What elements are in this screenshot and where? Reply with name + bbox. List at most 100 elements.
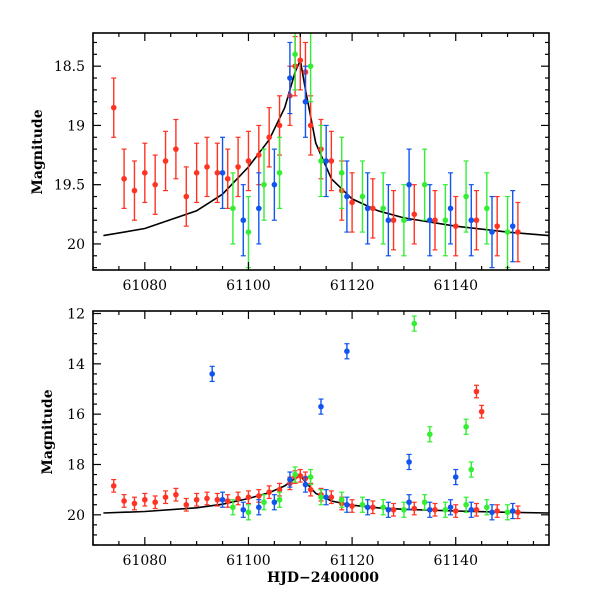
bottom-red-point (152, 499, 158, 506)
bottom-ytick-label: 16 (67, 407, 85, 423)
top-red-point (235, 164, 241, 170)
bottom-xtick-label: 61140 (433, 553, 478, 569)
bottom-green-point (468, 466, 475, 473)
top-blue-point (240, 217, 247, 224)
top-red-point (297, 57, 304, 64)
bottom-red-point (266, 489, 272, 495)
bottom-blue-point (489, 509, 495, 516)
top-blue-point (219, 170, 226, 176)
top-blue-point (302, 98, 309, 105)
top-red-point (224, 175, 231, 182)
top-green-point (484, 205, 490, 212)
bottom-blue-point (406, 499, 412, 506)
top-red-point (256, 152, 262, 158)
bottom-green-point (463, 501, 469, 508)
bottom-blue-point (323, 494, 329, 500)
top-red-point (411, 211, 418, 218)
top-blue-point (271, 181, 278, 188)
bottom-red-point (131, 500, 138, 507)
bottom-green-point (463, 423, 469, 430)
bottom-blue-point (318, 403, 324, 410)
bottom-ytick-label: 18 (67, 457, 85, 473)
bottom-red-point (214, 496, 221, 503)
top-series-green (230, 33, 511, 269)
top-series-blue (219, 41, 516, 269)
bottom-green-point (261, 499, 267, 506)
top-red-point (131, 187, 138, 194)
top-red-point (173, 146, 179, 152)
top-blue-point (287, 75, 293, 81)
top-ytick-label: 19.5 (54, 178, 85, 194)
bottom-green-point (338, 496, 345, 503)
bottom-red-point (121, 498, 127, 504)
top-red-point (432, 217, 438, 224)
bottom-red-point (515, 509, 521, 516)
bottom-red-point (276, 486, 283, 493)
top-blue-point (489, 229, 495, 235)
bottom-green-point (318, 494, 324, 500)
bottom-green-point (276, 496, 283, 503)
top-green-point (261, 181, 267, 188)
bottom-blue-point (452, 474, 459, 480)
top-blue-point (256, 205, 262, 212)
top-green-point (401, 217, 407, 224)
top-red-point (245, 158, 252, 164)
bottom-blue-point (344, 348, 350, 355)
top-ytick-label: 18.5 (54, 59, 85, 75)
top-red-point (473, 217, 480, 224)
top-plot-area (103, 33, 549, 269)
bottom-blue-point (219, 496, 226, 503)
top-red-point (183, 193, 190, 200)
bottom-red-point (390, 506, 397, 513)
bottom-blue-point (364, 504, 371, 511)
bottom-series-green (230, 315, 511, 521)
top-green-point (318, 158, 324, 164)
bottom-red-point (494, 508, 500, 514)
bottom-xtick-label: 61120 (330, 553, 375, 569)
top-red-point (121, 175, 127, 182)
bottom-red-point (183, 501, 190, 508)
top-blue-point (323, 158, 329, 164)
top-blue-point (385, 217, 392, 224)
top-green-point (504, 229, 511, 235)
top-blue-point (406, 181, 412, 188)
bottom-blue-point (240, 506, 247, 513)
bottom-blue-point (256, 504, 262, 511)
bottom-xtick-label: 61080 (123, 553, 168, 569)
top-red-point (390, 217, 397, 224)
top-red-point (276, 122, 283, 129)
bottom-green-point (359, 501, 366, 508)
bottom-red-point (297, 473, 304, 479)
bottom-red-point (173, 491, 179, 498)
top-green-point (359, 193, 366, 200)
bottom-red-point (370, 504, 376, 511)
bottom-green-point (427, 431, 433, 438)
bottom-series-blue (209, 343, 516, 521)
top-blue-point (364, 205, 371, 212)
top-red-point (452, 223, 459, 229)
bottom-green-point (245, 509, 252, 516)
bottom-ylabel: Magnitude (40, 389, 56, 474)
top-xtick-label: 61140 (433, 278, 478, 294)
top-green-point (307, 63, 314, 69)
bottom-frame (92, 310, 550, 546)
top-blue-point (509, 223, 516, 229)
bottom-blue-point (302, 481, 309, 488)
top-red-point (515, 229, 521, 235)
bottom-red-point (162, 494, 169, 500)
bottom-ytick-label: 12 (67, 307, 85, 323)
bottom-green-point (421, 499, 428, 506)
bottom-xlabel: HJD−2400000 (267, 570, 379, 586)
top-xtick-label: 61080 (123, 278, 168, 294)
bottom-blue-point (468, 506, 475, 513)
bottom-green-point (292, 471, 298, 478)
bottom-red-point (245, 494, 252, 500)
bottom-series-red (110, 384, 521, 520)
top-green-point (245, 229, 252, 235)
top-red-point (142, 170, 148, 176)
bottom-green-point (401, 506, 407, 513)
bottom-red-point (432, 506, 438, 513)
top-red-point (214, 170, 221, 176)
bottom-blue-point (427, 506, 433, 513)
